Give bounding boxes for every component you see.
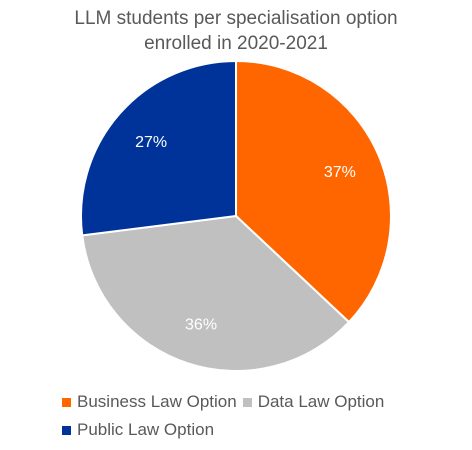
legend-swatch-public-law — [62, 425, 71, 435]
pie-slice-business-law — [235, 59, 392, 324]
chart-title-line-1: LLM students per specialisation option — [74, 8, 398, 29]
chart-title-line-2: enrolled in 2020-2021 — [144, 33, 328, 54]
legend: Business Law Option Data Law Option Publ… — [62, 388, 462, 444]
data-label-public-law: 27% — [135, 134, 167, 151]
legend-swatch-business-law — [62, 397, 71, 407]
pie-slice-data-law — [81, 214, 351, 372]
data-label-data-law: 36% — [185, 317, 217, 334]
data-label-business-law: 37% — [324, 164, 356, 181]
pie-slice-public-law — [80, 59, 237, 237]
legend-label-business-law: Business Law Option — [77, 392, 237, 411]
legend-item-data-law: Data Law Option — [242, 392, 385, 412]
legend-item-business-law: Business Law Option — [62, 392, 237, 412]
legend-row-1: Business Law Option Data Law Option — [62, 388, 462, 416]
chart-title: LLM students per specialisation option e… — [0, 6, 472, 56]
legend-swatch-data-law — [242, 397, 252, 407]
legend-label-data-law: Data Law Option — [257, 392, 385, 411]
legend-row-2: Public Law Option — [62, 416, 462, 444]
legend-label-public-law: Public Law Option — [77, 420, 215, 439]
legend-item-public-law: Public Law Option — [62, 420, 214, 440]
